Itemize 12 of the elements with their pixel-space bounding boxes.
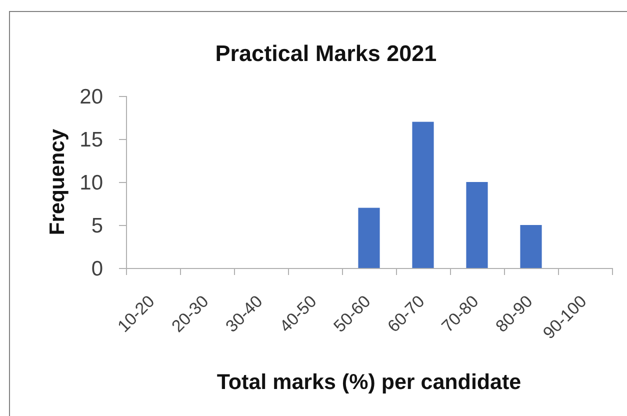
bar bbox=[520, 225, 542, 268]
bar bbox=[412, 122, 434, 268]
bar bbox=[466, 182, 488, 268]
y-tick-label: 10 bbox=[80, 171, 103, 194]
y-tick-label: 5 bbox=[91, 214, 103, 238]
y-axis-title: Frequency bbox=[46, 128, 69, 236]
x-axis-title: Total marks (%) per candidate bbox=[216, 370, 522, 394]
bar bbox=[358, 208, 380, 268]
chart-title: Practical Marks 2021 bbox=[215, 41, 437, 66]
y-tick-label: 15 bbox=[80, 128, 103, 152]
y-tick-label: 20 bbox=[80, 85, 103, 108]
y-tick-label: 0 bbox=[91, 257, 103, 280]
